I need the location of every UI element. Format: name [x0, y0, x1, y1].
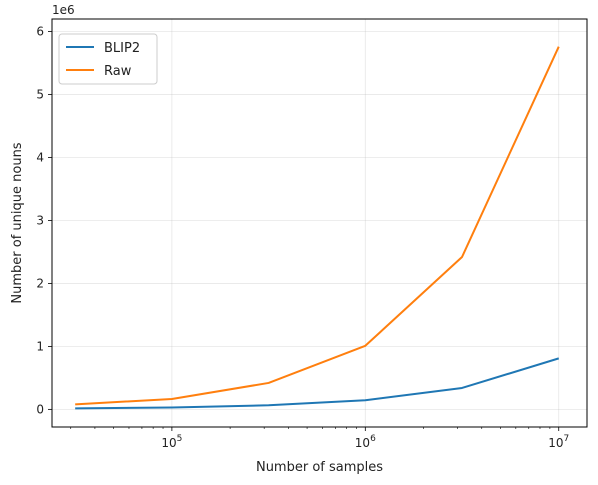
- series-line-blip2: [75, 357, 560, 410]
- series-lines: [75, 46, 560, 410]
- legend-label-raw: Raw: [104, 64, 132, 79]
- minor-ticks: [70, 427, 551, 429]
- y-axis-ticks: 0 1 2 3 4 5 6: [36, 25, 52, 416]
- x-tick-label: 107: [548, 434, 569, 450]
- y-tick-label: 6: [36, 25, 44, 39]
- y-offset-label: 1e6: [52, 3, 75, 17]
- y-tick-label: 3: [36, 213, 44, 227]
- series-line-raw: [75, 46, 560, 406]
- y-tick-label: 2: [36, 276, 44, 290]
- y-tick-label: 0: [36, 402, 44, 416]
- x-axis-label: Number of samples: [256, 460, 383, 475]
- legend: BLIP2 Raw: [58, 33, 158, 85]
- y-tick-label: 4: [36, 151, 44, 165]
- x-axis-ticks: 105 106 107: [161, 427, 569, 450]
- y-tick-label: 5: [36, 88, 44, 102]
- x-tick-label: 106: [355, 434, 376, 450]
- grid-lines: [52, 19, 587, 427]
- plot-frame: [51, 18, 588, 428]
- x-tick-label: 105: [161, 434, 182, 450]
- y-axis-label: Number of unique nouns: [10, 142, 25, 303]
- legend-label-blip2: BLIP2: [104, 41, 140, 56]
- y-tick-label: 1: [36, 339, 44, 353]
